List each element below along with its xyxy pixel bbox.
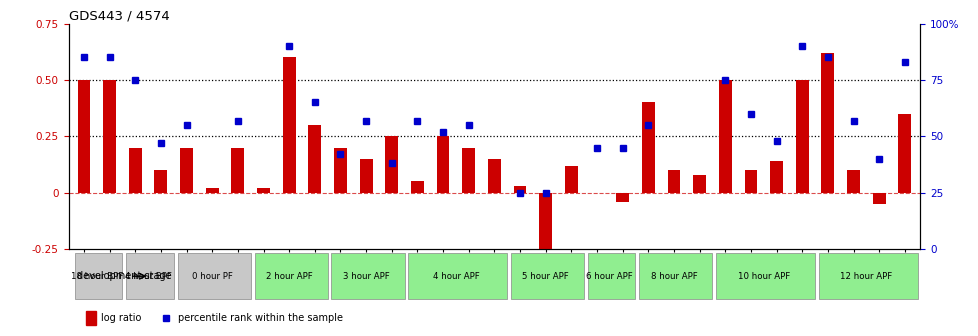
Bar	[872, 193, 885, 204]
Bar	[308, 125, 321, 193]
Bar	[283, 57, 295, 193]
Text: log ratio: log ratio	[101, 313, 141, 323]
Bar	[180, 148, 193, 193]
Bar	[615, 193, 629, 202]
Text: 3 hour APF: 3 hour APF	[342, 272, 389, 281]
Bar	[155, 170, 167, 193]
Text: 12 hour APF: 12 hour APF	[839, 272, 892, 281]
Bar	[642, 102, 654, 193]
Bar	[718, 80, 731, 193]
Bar	[667, 170, 680, 193]
Text: 18 hour BPF: 18 hour BPF	[70, 272, 123, 281]
Bar	[205, 188, 218, 193]
FancyBboxPatch shape	[511, 253, 584, 299]
Text: 4 hour APF: 4 hour APF	[432, 272, 479, 281]
Bar	[692, 175, 705, 193]
Bar	[821, 53, 833, 193]
FancyBboxPatch shape	[408, 253, 507, 299]
Bar	[795, 80, 808, 193]
Bar	[333, 148, 346, 193]
FancyBboxPatch shape	[332, 253, 404, 299]
Bar	[898, 114, 911, 193]
Bar	[743, 170, 757, 193]
FancyBboxPatch shape	[254, 253, 328, 299]
FancyBboxPatch shape	[716, 253, 815, 299]
Text: GDS443 / 4574: GDS443 / 4574	[68, 9, 169, 23]
Bar	[231, 148, 244, 193]
Bar	[385, 136, 398, 193]
Text: 6 hour APF: 6 hour APF	[586, 272, 633, 281]
Text: percentile rank within the sample: percentile rank within the sample	[177, 313, 342, 323]
Text: 10 hour APF: 10 hour APF	[736, 272, 789, 281]
Bar	[462, 148, 474, 193]
Bar	[359, 159, 373, 193]
Bar	[770, 161, 782, 193]
FancyBboxPatch shape	[75, 253, 122, 299]
FancyBboxPatch shape	[177, 253, 250, 299]
FancyBboxPatch shape	[588, 253, 635, 299]
Text: 2 hour APF: 2 hour APF	[265, 272, 312, 281]
Bar	[846, 170, 859, 193]
Bar	[411, 181, 423, 193]
Bar	[103, 80, 115, 193]
Bar	[77, 80, 90, 193]
Text: 4 hour BPF: 4 hour BPF	[124, 272, 171, 281]
Bar	[436, 136, 449, 193]
Text: 8 hour APF: 8 hour APF	[650, 272, 696, 281]
FancyBboxPatch shape	[639, 253, 712, 299]
Text: development stage: development stage	[77, 271, 171, 281]
Bar	[257, 188, 270, 193]
FancyBboxPatch shape	[818, 253, 916, 299]
Bar	[487, 159, 501, 193]
Bar	[539, 193, 552, 256]
FancyBboxPatch shape	[126, 253, 173, 299]
Bar	[513, 186, 526, 193]
Text: 5 hour APF: 5 hour APF	[522, 272, 568, 281]
Text: 0 hour PF: 0 hour PF	[192, 272, 233, 281]
Bar	[129, 148, 142, 193]
Bar	[564, 166, 577, 193]
Bar	[85, 311, 96, 325]
